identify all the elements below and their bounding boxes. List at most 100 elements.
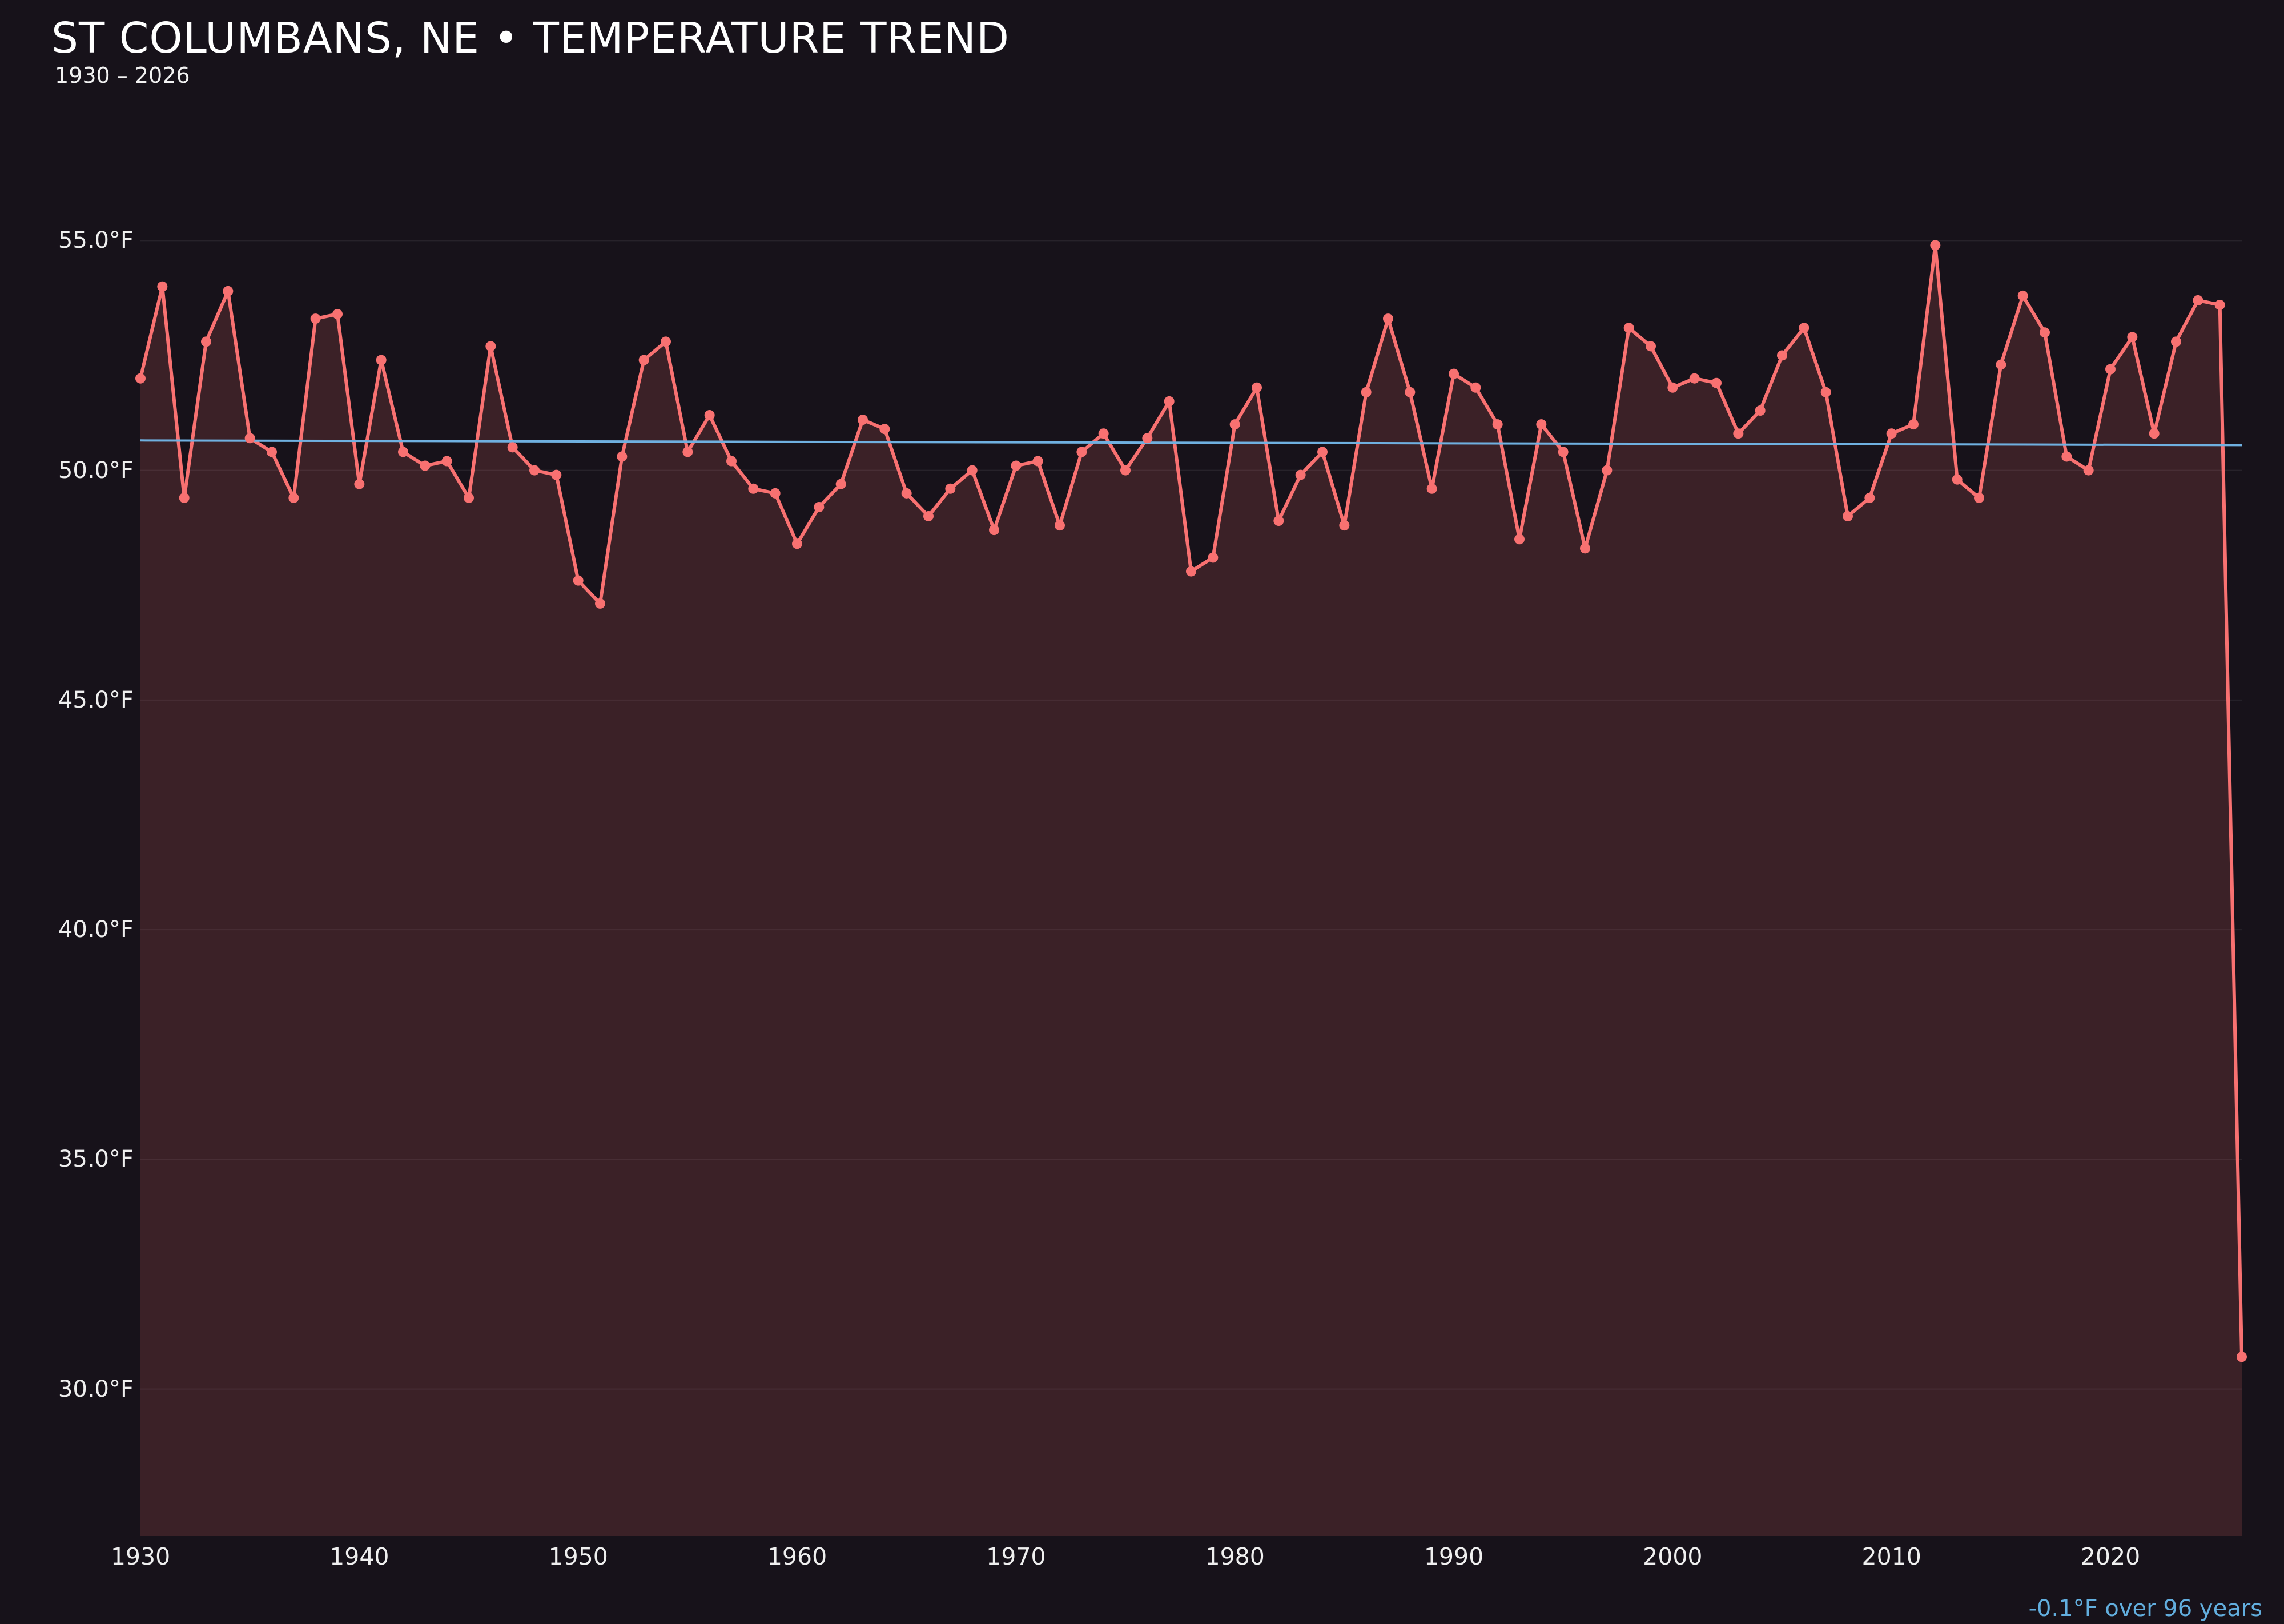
- data-point: [376, 355, 387, 365]
- data-point: [2061, 451, 2072, 462]
- data-point: [1974, 492, 1984, 503]
- data-point: [704, 410, 715, 421]
- data-point: [792, 538, 802, 549]
- data-point: [1120, 465, 1131, 476]
- data-point: [1580, 543, 1590, 554]
- data-point: [617, 451, 628, 462]
- data-point: [1799, 323, 1809, 333]
- data-point: [1667, 382, 1678, 393]
- x-tick-label: 2010: [1861, 1543, 1921, 1570]
- data-point: [2214, 299, 2225, 310]
- data-point: [1646, 341, 1656, 352]
- data-point: [595, 598, 605, 609]
- data-point: [244, 433, 255, 444]
- x-tick-label: 1960: [767, 1543, 827, 1570]
- data-point: [1339, 520, 1350, 531]
- x-tick-label: 1970: [986, 1543, 1046, 1570]
- data-point: [1208, 552, 1219, 563]
- data-point: [201, 336, 211, 347]
- data-point: [1843, 511, 1853, 522]
- data-point: [354, 479, 365, 489]
- gridlines: [140, 240, 2242, 1390]
- chart-subtitle: 1930 – 2026: [55, 63, 190, 88]
- data-point: [1383, 313, 1393, 324]
- data-point: [967, 465, 978, 476]
- data-point: [2237, 1352, 2247, 1362]
- data-point: [1317, 447, 1328, 457]
- x-tick-label: 2000: [1643, 1543, 1703, 1570]
- data-point: [1996, 359, 2006, 370]
- data-point: [1886, 428, 1897, 439]
- data-point: [1186, 566, 1196, 577]
- series-points: [135, 240, 2247, 1362]
- data-point: [901, 488, 912, 499]
- data-point: [1930, 240, 1941, 251]
- data-point: [2149, 428, 2160, 439]
- data-point: [1514, 534, 1525, 545]
- data-point: [1405, 387, 1416, 397]
- data-point: [748, 483, 759, 494]
- data-point: [923, 511, 934, 522]
- data-point: [858, 415, 868, 425]
- data-point: [1864, 492, 1875, 503]
- data-point: [223, 286, 234, 296]
- x-tick-label: 1950: [548, 1543, 608, 1570]
- data-point: [1164, 396, 1175, 407]
- chart-title: ST COLUMBANS, NE • TEMPERATURE TREND: [51, 14, 1010, 63]
- y-tick-label: 30.0°F: [58, 1376, 134, 1402]
- data-point: [398, 447, 408, 457]
- x-tick-label: 2020: [2080, 1543, 2141, 1570]
- data-point: [2083, 465, 2094, 476]
- data-point: [135, 373, 146, 384]
- data-point: [420, 460, 431, 471]
- data-point: [1449, 368, 1459, 379]
- data-point: [661, 336, 671, 347]
- data-point: [1076, 447, 1087, 457]
- data-point: [288, 492, 299, 503]
- data-point: [529, 465, 540, 476]
- trend-line: [140, 439, 2242, 447]
- x-tick-label: 1940: [329, 1543, 389, 1570]
- data-point: [1558, 447, 1569, 457]
- data-point: [2105, 364, 2116, 375]
- data-point: [2127, 332, 2138, 343]
- data-point: [1689, 373, 1700, 384]
- data-point: [1032, 456, 1043, 467]
- data-point: [2017, 290, 2028, 301]
- data-point: [1820, 387, 1831, 397]
- y-tick-label: 50.0°F: [58, 457, 134, 484]
- x-tick-label: 1930: [110, 1543, 171, 1570]
- data-point: [507, 442, 518, 453]
- data-point: [1711, 377, 1722, 388]
- data-point: [1777, 350, 1787, 361]
- data-point: [1098, 428, 1109, 439]
- y-tick-label: 55.0°F: [58, 227, 134, 254]
- data-point: [682, 447, 693, 457]
- data-point: [1733, 428, 1744, 439]
- data-point: [1492, 419, 1503, 430]
- x-tick-label: 1990: [1424, 1543, 1484, 1570]
- data-point: [2193, 295, 2203, 305]
- data-point: [157, 281, 168, 292]
- data-point: [1952, 474, 1963, 485]
- data-point: [835, 479, 846, 489]
- data-point: [638, 355, 649, 365]
- data-point: [485, 341, 496, 352]
- data-point: [1602, 465, 1613, 476]
- data-point: [332, 309, 343, 320]
- data-point: [551, 469, 562, 480]
- data-point: [267, 447, 277, 457]
- data-point: [726, 456, 737, 467]
- data-point: [179, 492, 190, 503]
- data-point: [1142, 433, 1153, 444]
- data-point: [573, 575, 584, 586]
- data-point: [1252, 382, 1262, 393]
- data-point: [1426, 483, 1437, 494]
- data-point: [1295, 469, 1306, 480]
- data-point: [879, 424, 890, 435]
- y-tick-label: 40.0°F: [58, 916, 134, 943]
- data-point: [1361, 387, 1372, 397]
- data-point: [770, 488, 781, 499]
